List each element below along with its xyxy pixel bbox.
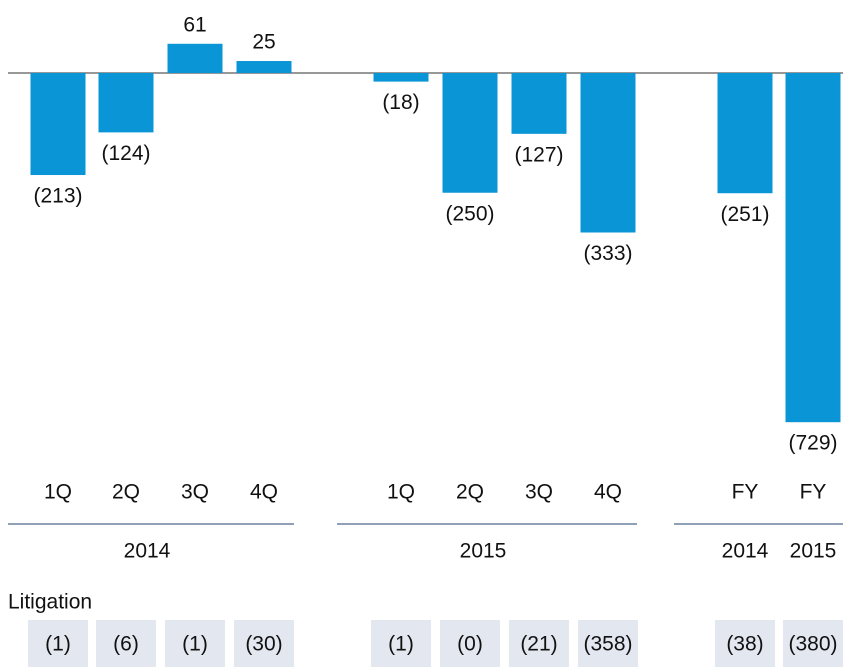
litigation-value: (1) [388,633,414,656]
value-label: (729) [788,432,837,455]
value-label: 25 [252,31,275,54]
litigation-value: (6) [113,633,139,656]
value-label: (18) [382,91,419,114]
value-label: (127) [514,143,563,166]
x-tick-label: 4Q [594,481,622,504]
value-label: (251) [720,203,769,226]
value-label: 61 [183,13,206,36]
x-tick-label: 1Q [387,481,415,504]
group-label: 2015 [460,540,507,563]
group-label: 2014 [124,540,171,563]
litigation-cell [371,620,431,667]
value-label: (250) [445,202,494,225]
litigation-value: (1) [182,633,208,656]
value-label: (124) [101,142,150,165]
bar [442,73,498,193]
litigation-cell [715,620,775,667]
x-tick-label: 4Q [250,481,278,504]
litigation-value: (380) [788,633,837,656]
x-tick-label: 1Q [44,481,72,504]
litigation-value: (358) [583,633,632,656]
bar [98,73,154,133]
litigation-value: (21) [520,633,557,656]
bar [580,73,636,233]
x-tick-label: 2Q [456,481,484,504]
bar [717,73,773,194]
value-label: (333) [583,242,632,265]
bar [236,61,292,73]
litigation-cell [440,620,500,667]
litigation-value: (1) [45,633,71,656]
litigation-cell [28,620,88,667]
litigation-cell [509,620,569,667]
bar [785,73,841,423]
x-tick-label: 3Q [525,481,553,504]
litigation-title: Litigation [8,591,92,614]
litigation-cell [165,620,225,667]
bar [167,43,223,73]
litigation-value: (38) [726,633,763,656]
litigation-cell [783,620,843,667]
x-tick-label: 3Q [181,481,209,504]
bar [511,73,567,134]
x-tick-label: FY [732,481,759,504]
group-label: 2015 [790,540,837,563]
litigation-cell [96,620,156,667]
litigation-value: (30) [245,633,282,656]
litigation-cell [234,620,294,667]
x-tick-label: FY [800,481,827,504]
group-label: 2014 [722,540,769,563]
litigation-cell [578,620,638,667]
value-label: (213) [33,185,82,208]
bar [30,73,86,176]
x-tick-label: 2Q [112,481,140,504]
litigation-value: (0) [457,633,483,656]
bar [373,73,429,82]
